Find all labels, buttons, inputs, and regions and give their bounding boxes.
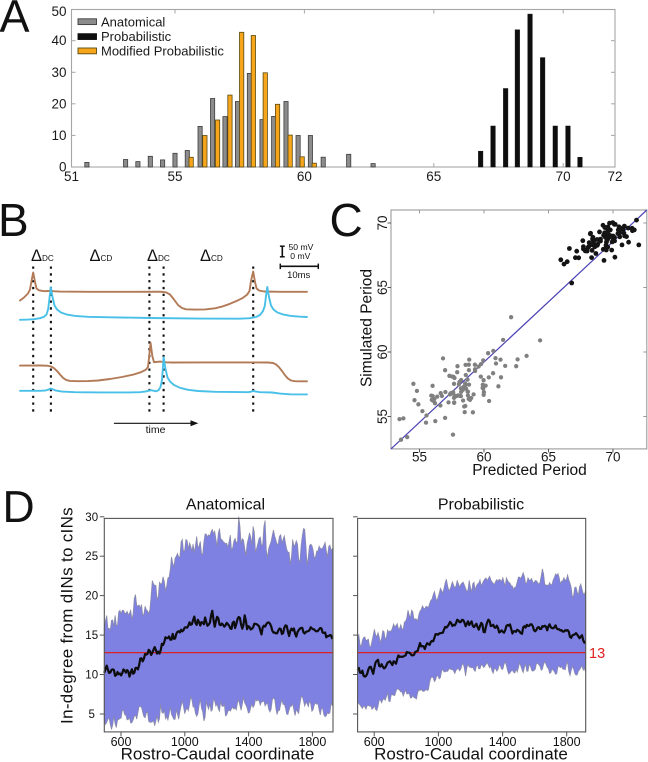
svg-text:55: 55 [375, 409, 390, 424]
svg-text:20: 20 [85, 591, 98, 603]
svg-text:25: 25 [85, 551, 98, 563]
svg-text:1000: 1000 [171, 735, 199, 749]
svg-text:10: 10 [51, 128, 66, 143]
svg-text:Modified Probabilistic: Modified Probabilistic [101, 44, 224, 59]
svg-text:51: 51 [64, 169, 79, 184]
svg-text:Rostro-Caudal coordinate: Rostro-Caudal coordinate [121, 745, 315, 762]
svg-text:1400: 1400 [235, 735, 263, 749]
svg-text:600: 600 [111, 735, 132, 749]
svg-text:DC: DC [158, 254, 170, 263]
svg-text:15: 15 [85, 630, 98, 642]
svg-text:Probabilistic: Probabilistic [438, 497, 524, 514]
svg-text:C: C [330, 194, 363, 246]
svg-text:Δ: Δ [31, 247, 42, 265]
svg-text:55: 55 [412, 450, 427, 465]
svg-text:1800: 1800 [553, 735, 581, 749]
svg-text:Δ: Δ [147, 247, 158, 265]
svg-text:1800: 1800 [298, 735, 326, 749]
svg-text:1000: 1000 [424, 735, 452, 749]
svg-text:Probabilistic: Probabilistic [101, 29, 172, 44]
svg-text:A: A [0, 0, 30, 42]
svg-text:72: 72 [607, 169, 622, 184]
svg-text:5: 5 [88, 709, 94, 721]
svg-text:Δ: Δ [200, 247, 211, 265]
svg-text:55: 55 [167, 169, 182, 184]
svg-text:1400: 1400 [489, 735, 517, 749]
svg-text:10ms: 10ms [287, 270, 310, 281]
svg-text:65: 65 [426, 169, 441, 184]
svg-text:50 mV: 50 mV [289, 242, 314, 252]
svg-text:time: time [146, 424, 166, 436]
svg-text:10: 10 [85, 670, 98, 682]
svg-text:Predicted Period: Predicted Period [472, 462, 587, 479]
svg-text:70: 70 [556, 169, 571, 184]
svg-text:20: 20 [51, 96, 66, 111]
svg-text:30: 30 [85, 512, 98, 524]
svg-text:65: 65 [541, 450, 556, 465]
svg-text:65: 65 [375, 280, 390, 295]
svg-text:Δ: Δ [90, 247, 101, 265]
svg-text:60: 60 [297, 169, 312, 184]
svg-text:CD: CD [101, 254, 113, 263]
svg-text:70: 70 [375, 215, 390, 230]
svg-text:30: 30 [51, 65, 66, 80]
svg-text:D: D [3, 483, 35, 532]
svg-text:Anatomical: Anatomical [101, 14, 165, 29]
svg-text:40: 40 [51, 33, 66, 48]
svg-text:600: 600 [364, 735, 385, 749]
svg-text:50: 50 [51, 4, 66, 19]
svg-text:13: 13 [589, 646, 605, 662]
svg-text:Anatomical: Anatomical [186, 497, 265, 514]
svg-text:60: 60 [476, 450, 491, 465]
svg-text:0 mV: 0 mV [290, 251, 310, 261]
svg-text:CD: CD [211, 254, 223, 263]
svg-text:70: 70 [605, 450, 620, 465]
svg-text:Rostro-Caudal coordinate: Rostro-Caudal coordinate [374, 745, 568, 762]
svg-text:Simulated Period: Simulated Period [359, 269, 376, 387]
svg-text:B: B [0, 194, 29, 246]
svg-text:In-degree from dINs to cINs: In-degree from dINs to cINs [58, 507, 77, 724]
svg-text:0: 0 [59, 160, 67, 175]
svg-text:60: 60 [375, 344, 390, 359]
svg-text:DC: DC [42, 254, 54, 263]
